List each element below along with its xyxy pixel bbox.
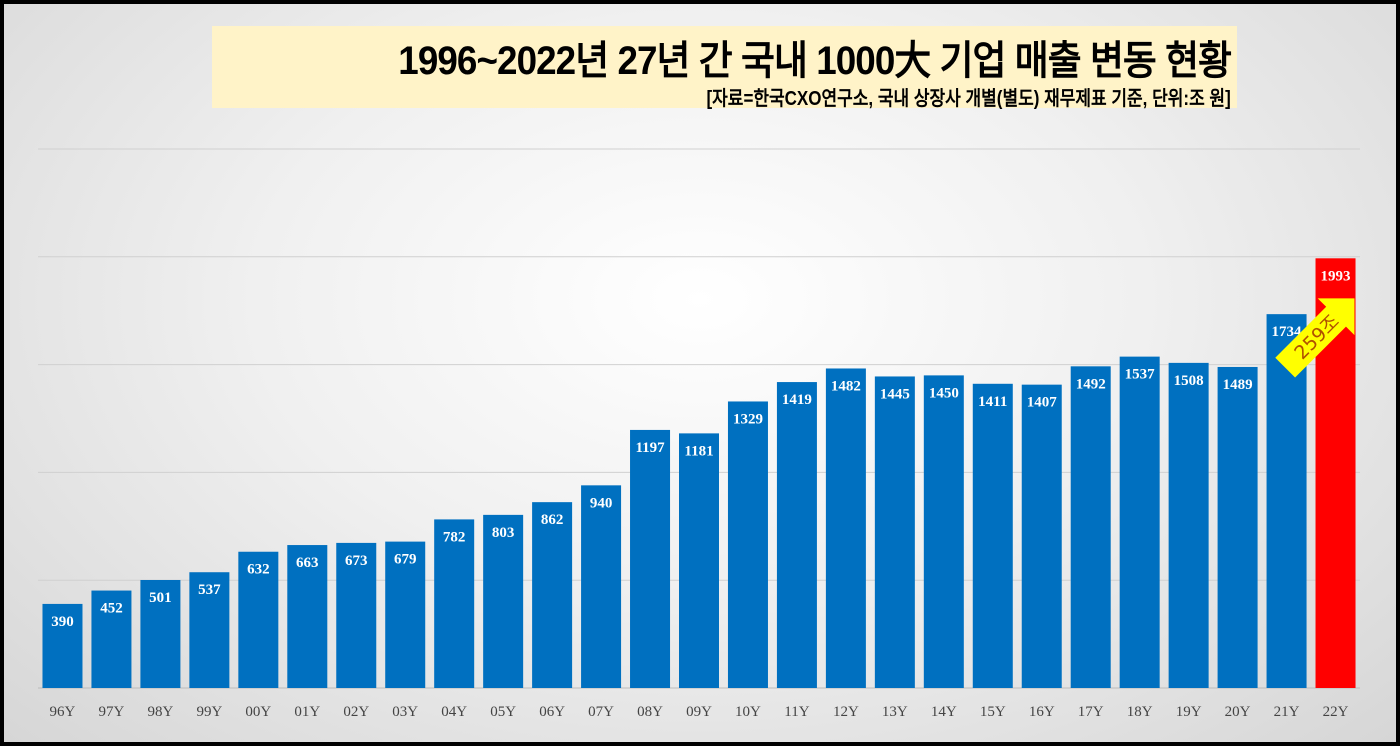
data-label: 1407 xyxy=(1027,395,1058,411)
bar xyxy=(483,514,524,688)
x-tick-label: 04Y xyxy=(441,704,467,720)
data-label: 1419 xyxy=(782,392,812,408)
x-tick-label: 03Y xyxy=(392,704,418,720)
bar xyxy=(776,382,817,688)
bar xyxy=(923,375,964,688)
x-tick-label: 06Y xyxy=(539,704,565,720)
bar xyxy=(581,485,622,688)
x-tick-label: 13Y xyxy=(882,704,908,720)
data-label: 1482 xyxy=(831,378,861,394)
data-label: 1181 xyxy=(684,443,713,459)
bar xyxy=(238,551,279,688)
bar xyxy=(385,541,426,688)
bar xyxy=(1119,356,1160,688)
data-label: 1489 xyxy=(1223,377,1253,393)
x-tick-label: 05Y xyxy=(490,704,516,720)
data-label: 1197 xyxy=(635,440,665,456)
bar xyxy=(336,542,377,688)
x-tick-label: 11Y xyxy=(784,704,809,720)
data-label: 1411 xyxy=(978,394,1007,410)
x-tick-label: 19Y xyxy=(1176,704,1202,720)
arrow-shape xyxy=(1275,298,1355,378)
bar xyxy=(630,429,671,688)
x-tick-label: 02Y xyxy=(343,704,369,720)
x-tick-label: 09Y xyxy=(686,704,712,720)
x-tick-label: 17Y xyxy=(1078,704,1104,720)
bar xyxy=(91,590,132,688)
x-tick-label: 99Y xyxy=(196,704,222,720)
bar xyxy=(874,376,915,688)
bar xyxy=(42,603,83,688)
data-label: 1445 xyxy=(880,386,910,402)
data-label: 1537 xyxy=(1125,367,1156,383)
bar xyxy=(1021,384,1062,688)
data-label: 940 xyxy=(590,495,613,511)
x-tick-label: 10Y xyxy=(735,704,761,720)
bar xyxy=(140,579,181,688)
data-label: 1329 xyxy=(733,411,763,427)
x-tick-label: 16Y xyxy=(1029,704,1055,720)
bar xyxy=(1168,362,1209,688)
data-label: 1734 xyxy=(1272,324,1303,340)
data-label: 803 xyxy=(492,525,515,541)
x-tick-label: 22Y xyxy=(1323,704,1349,720)
bar xyxy=(434,519,475,688)
x-tick-label: 14Y xyxy=(931,704,957,720)
x-tick-label: 12Y xyxy=(833,704,859,720)
bar xyxy=(1217,366,1258,688)
x-tick-label: 98Y xyxy=(147,704,173,720)
data-label: 452 xyxy=(100,601,123,617)
bar xyxy=(1266,314,1307,688)
x-tick-label: 00Y xyxy=(245,704,271,720)
data-label: 632 xyxy=(247,562,270,578)
data-label: 663 xyxy=(296,555,319,571)
bar xyxy=(972,383,1013,688)
chart-title: 1996~2022년 27년 간 국내 1000大 기업 매출 변동 현황 xyxy=(398,39,1232,83)
data-label: 673 xyxy=(345,553,368,569)
bar xyxy=(825,368,866,688)
bar xyxy=(727,401,768,688)
data-label: 862 xyxy=(541,512,564,528)
data-label: 390 xyxy=(51,614,74,630)
x-tick-label: 21Y xyxy=(1274,704,1300,720)
bar xyxy=(679,433,719,688)
data-label: 1492 xyxy=(1076,376,1106,392)
x-tick-label: 20Y xyxy=(1225,704,1251,720)
data-label: 1450 xyxy=(929,385,959,401)
x-tick-label: 01Y xyxy=(294,704,320,720)
x-tick-label: 18Y xyxy=(1127,704,1153,720)
bar xyxy=(532,502,573,688)
bar xyxy=(189,572,230,688)
data-label: 537 xyxy=(198,582,221,598)
x-tick-label: 96Y xyxy=(50,704,76,720)
x-tick-label: 15Y xyxy=(980,704,1006,720)
chart-subtitle: [자료=한국CXO연구소, 국내 상장사 개별(별도) 재무제표 기준, 단위:… xyxy=(706,88,1231,110)
x-tick-label: 08Y xyxy=(637,704,663,720)
data-label: 679 xyxy=(394,552,417,568)
title-box: 1996~2022년 27년 간 국내 1000大 기업 매출 변동 현황 [자… xyxy=(212,26,1237,110)
x-tick-label: 07Y xyxy=(588,704,614,720)
bar xyxy=(287,545,328,688)
x-tick-label: 97Y xyxy=(99,704,125,720)
bar xyxy=(1070,366,1111,688)
data-label: 1993 xyxy=(1321,268,1351,284)
data-label: 782 xyxy=(443,529,466,545)
data-label: 1508 xyxy=(1174,373,1204,389)
data-label: 501 xyxy=(149,590,172,606)
